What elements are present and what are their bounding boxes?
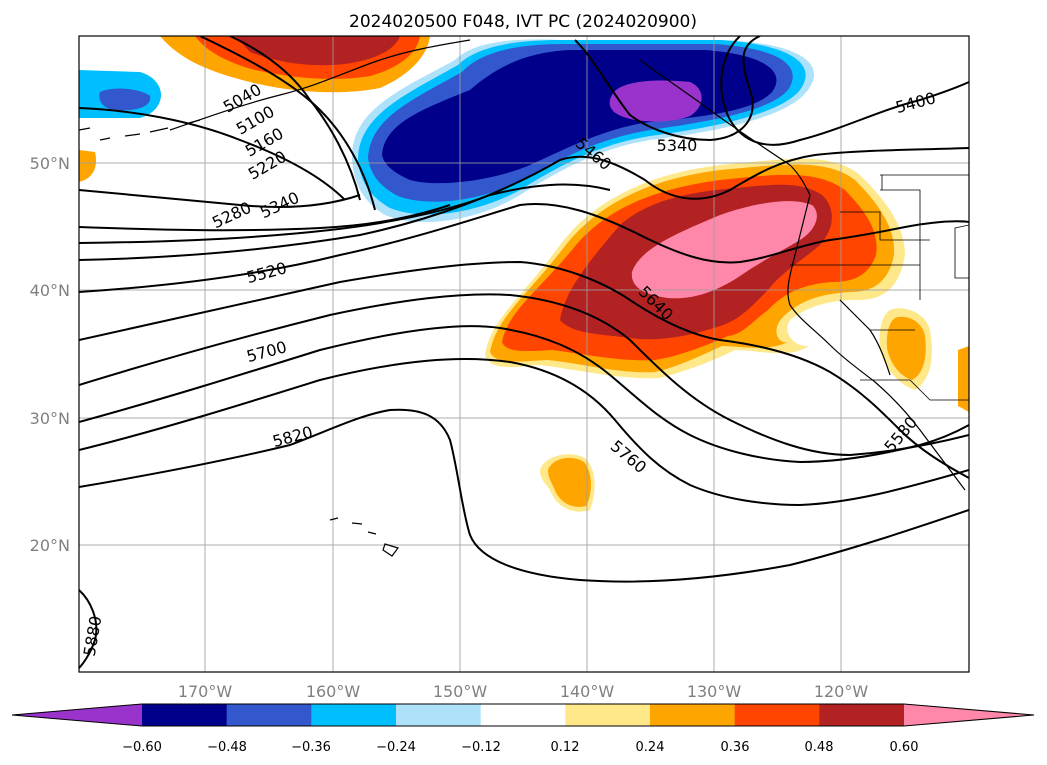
- contour-5580: [79, 260, 969, 479]
- lat-label-40: 40°N: [30, 281, 70, 300]
- colorbar-tick: −0.12: [461, 740, 501, 755]
- gridlines: [79, 36, 969, 672]
- pos-alaska-core: [235, 36, 400, 66]
- alaska-coast: [169, 39, 471, 131]
- colorbar-tick: 0.48: [805, 740, 834, 755]
- colorbar-ticks: −0.60 −0.48 −0.36 −0.24 −0.12 0.12 0.24 …: [122, 740, 918, 755]
- lon-label-130w: 130°W: [687, 682, 742, 701]
- contour-5340-a: [79, 183, 611, 244]
- colorbar-segment: [226, 704, 312, 726]
- contour-5340-b: [574, 36, 761, 142]
- lon-label-160w: 160°W: [306, 682, 361, 701]
- contour-5760: [79, 358, 969, 507]
- contour-5280: [79, 204, 451, 232]
- colorbar-outline: [11, 703, 1035, 727]
- colorbar-tick: 0.24: [636, 740, 665, 755]
- colorbar-tick: 0.12: [551, 740, 580, 755]
- coastlines: [79, 39, 966, 557]
- hawaii: [329, 517, 399, 557]
- contour-label: 5340: [657, 136, 698, 155]
- colorbar-segment: [819, 704, 905, 726]
- colorbar-tick: −0.60: [122, 740, 162, 755]
- nw-island: [79, 127, 91, 131]
- colorbar: −0.60 −0.48 −0.36 −0.24 −0.12 0.12 0.24 …: [11, 703, 1035, 755]
- pos-east-edge: [958, 346, 969, 412]
- pos-level-5: [631, 201, 817, 299]
- lon-label-140w: 140°W: [560, 682, 615, 701]
- colorbar-tick: −0.48: [207, 740, 247, 755]
- colorbar-segment: [396, 704, 482, 726]
- lon-label-150w: 150°W: [433, 682, 488, 701]
- contour-5460: [79, 147, 969, 261]
- colorbar-tick: 0.60: [890, 740, 919, 755]
- neg-nw-inner: [99, 88, 151, 111]
- contour-5640: [79, 293, 969, 457]
- ivt-shading: [79, 36, 969, 512]
- pos-baja-inner: [886, 316, 926, 380]
- contour-5820: [79, 408, 969, 583]
- colorbar-extend-low: [12, 704, 142, 726]
- longitude-labels: 170°W 160°W 150°W 140°W 130°W 120°W: [178, 682, 869, 701]
- contour-5400: [720, 36, 969, 146]
- borders: [790, 174, 969, 401]
- map-area: 5040 5100 5160 5220 5280 5340 5340 5400 …: [79, 36, 969, 672]
- colorbar-segment: [311, 704, 397, 726]
- lon-label-120w: 120°W: [814, 682, 869, 701]
- pos-small-blob-inner: [548, 457, 591, 507]
- lat-label-30: 30°N: [30, 409, 70, 428]
- aleutians: [99, 119, 201, 141]
- colorbar-segment: [734, 704, 820, 726]
- contour-5520: [79, 203, 969, 293]
- colorbar-tick: −0.36: [291, 740, 331, 755]
- colorbar-tick: 0.36: [721, 740, 750, 755]
- neg-level-5: [609, 80, 702, 122]
- colorbar-segment: [650, 704, 736, 726]
- lat-label-50: 50°N: [30, 154, 70, 173]
- lat-label-20: 20°N: [30, 536, 70, 555]
- colorbar-segment: [565, 704, 651, 726]
- contour-5880: [79, 589, 98, 669]
- height-contours: [79, 36, 969, 669]
- contour-5220: [79, 189, 361, 208]
- contour-5160: [79, 107, 346, 201]
- us-west-coast: [787, 194, 966, 491]
- latitude-labels: 20°N 30°N 40°N 50°N: [30, 154, 70, 555]
- colorbar-tick: −0.24: [376, 740, 416, 755]
- pos-nw-edge: [79, 150, 97, 182]
- map-frame: [78, 35, 970, 673]
- colorbar-segments: [12, 704, 1034, 726]
- lon-label-170w: 170°W: [178, 682, 233, 701]
- colorbar-segment: [480, 704, 566, 726]
- contour-5100: [199, 36, 376, 211]
- map-title: 2024020500 F048, IVT PC (2024020900): [349, 12, 697, 32]
- contour-5700: [79, 325, 969, 464]
- colorbar-extend-high: [904, 704, 1034, 726]
- colorbar-segment: [142, 704, 228, 726]
